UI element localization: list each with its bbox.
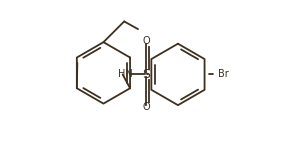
Text: Br: Br [218,69,229,79]
Text: HN: HN [118,69,133,79]
Text: S: S [142,68,150,81]
Text: O: O [143,102,150,113]
Text: O: O [143,36,150,46]
